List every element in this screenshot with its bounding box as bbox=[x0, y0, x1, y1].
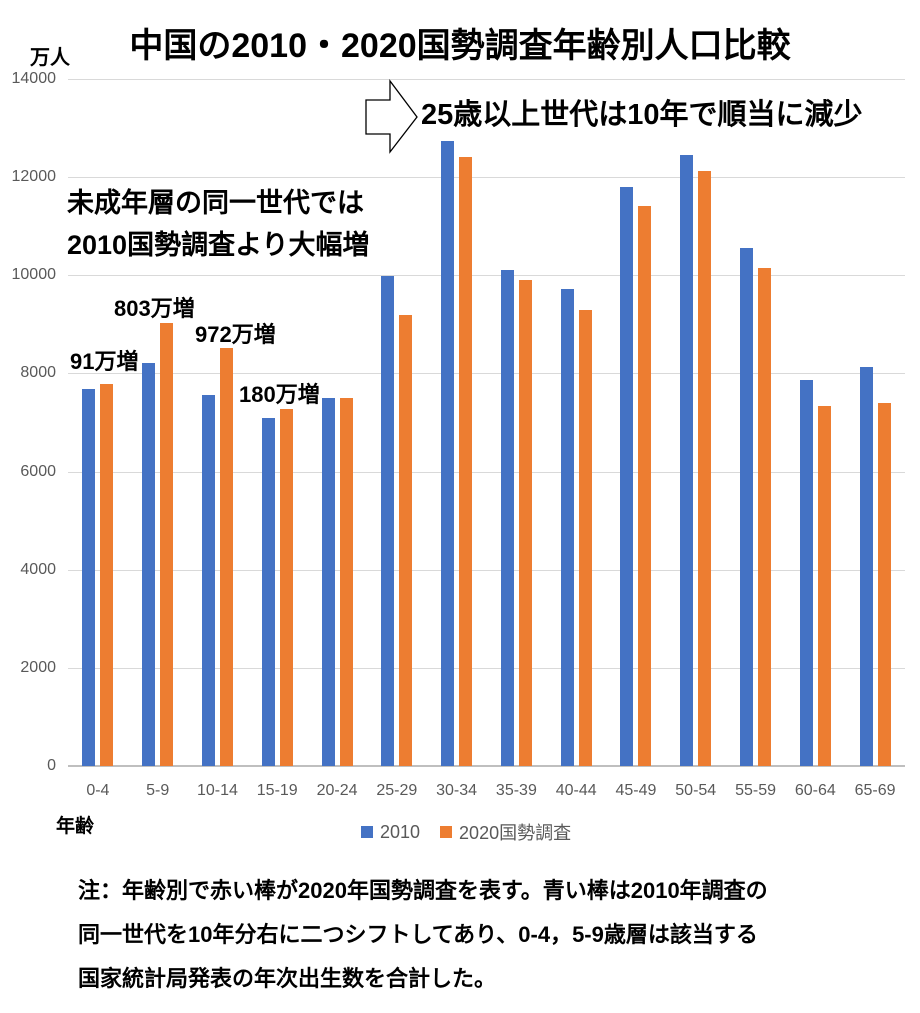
bar-2010-65-69 bbox=[859, 367, 873, 766]
gridline bbox=[68, 667, 905, 669]
bar-2020国勢調査-20-24 bbox=[339, 398, 353, 766]
bar-2010-15-19 bbox=[261, 418, 275, 766]
annotation: 91万増 bbox=[70, 349, 139, 374]
bar-2020国勢調査-35-39 bbox=[518, 280, 532, 766]
x-axis-title: 年齢 bbox=[56, 816, 95, 837]
bar-2010-40-44 bbox=[560, 289, 574, 766]
legend-item-2020: 2020国勢調査 bbox=[440, 819, 571, 845]
bar-2010-60-64 bbox=[799, 380, 813, 766]
x-tick-label: 5-9 bbox=[146, 782, 170, 799]
bar-2020国勢調査-10-14 bbox=[219, 348, 233, 766]
x-tick-label: 40-44 bbox=[555, 782, 597, 799]
gridline bbox=[68, 275, 905, 277]
y-axis-unit-label: 万人 bbox=[30, 47, 70, 69]
annotation: 180万増 bbox=[239, 382, 320, 407]
bar-2010-35-39 bbox=[500, 270, 514, 766]
x-tick-label: 20-24 bbox=[316, 782, 358, 799]
chart-title: 中国の2010・2020国勢調査年齢別人口比較 bbox=[129, 27, 791, 65]
annotation: 972万増 bbox=[195, 322, 276, 347]
bar-2010-30-34 bbox=[441, 141, 455, 766]
bar-2020国勢調査-60-64 bbox=[817, 406, 831, 766]
gridline bbox=[68, 177, 905, 179]
x-tick-label: 30-34 bbox=[436, 782, 478, 799]
y-tick-label: 8000 bbox=[20, 364, 56, 382]
legend-swatch-2010 bbox=[361, 826, 373, 838]
bar-2020国勢調査-55-59 bbox=[758, 268, 772, 766]
x-tick-label: 55-59 bbox=[735, 782, 776, 799]
legend-label-2010: 2010 bbox=[380, 821, 421, 842]
x-tick-label: 0-4 bbox=[86, 782, 110, 799]
y-tick-label: 0 bbox=[47, 757, 56, 774]
bar-2010-10-14 bbox=[201, 395, 215, 766]
footnote-line: 注：年齢別で赤い棒が2020年国勢調査を表す。青い棒は2010年調査の bbox=[78, 878, 768, 903]
annotation: 25歳以上世代は10年で順当に減少 bbox=[421, 99, 863, 131]
footnote-line: 国家統計局発表の年次出生数を合計した。 bbox=[78, 966, 497, 991]
x-tick-label: 45-49 bbox=[615, 782, 657, 799]
bar-2020国勢調査-15-19 bbox=[279, 409, 293, 766]
x-axis-line bbox=[68, 765, 905, 767]
bar-2010-50-54 bbox=[680, 155, 694, 766]
bar-2020国勢調査-45-49 bbox=[638, 206, 652, 766]
bar-2020国勢調査-0-4 bbox=[100, 384, 114, 766]
y-tick-label: 10000 bbox=[11, 266, 57, 284]
legend-item-2010: 2010 bbox=[361, 822, 420, 843]
bar-2010-20-24 bbox=[321, 398, 335, 766]
footnote-line: 同一世代を10年分右に二つシフトしてあり、0-4，5-9歳層は該当する bbox=[78, 922, 758, 947]
bar-2010-45-49 bbox=[620, 187, 634, 766]
x-tick-label: 65-69 bbox=[854, 782, 896, 799]
legend: 2010 2020国勢調査 bbox=[361, 819, 571, 845]
bar-2010-55-59 bbox=[740, 248, 754, 766]
gridline bbox=[68, 569, 905, 571]
legend-swatch-2020 bbox=[440, 826, 453, 838]
gridline bbox=[68, 373, 905, 375]
y-tick-label: 14000 bbox=[11, 70, 57, 87]
bar-2020国勢調査-40-44 bbox=[578, 310, 592, 766]
y-tick-label: 4000 bbox=[20, 560, 56, 578]
x-tick-label: 60-64 bbox=[794, 782, 836, 799]
right-arrow-icon bbox=[365, 79, 418, 154]
annotation: 2010国勢調査より大幅増 bbox=[67, 230, 370, 260]
x-tick-label: 10-14 bbox=[196, 782, 238, 799]
footnote: 注：年齢別で赤い棒が2020年国勢調査を表す。青い棒は2010年調査の 同一世代を… bbox=[78, 869, 768, 1001]
y-tick-label: 2000 bbox=[20, 658, 56, 676]
x-tick-label: 50-54 bbox=[675, 782, 717, 799]
gridline bbox=[68, 79, 905, 80]
bar-2020国勢調査-50-54 bbox=[698, 171, 712, 766]
y-tick-label: 12000 bbox=[11, 168, 57, 186]
annotation: 803万増 bbox=[114, 296, 195, 321]
x-tick-label: 25-29 bbox=[376, 782, 418, 799]
bar-2020国勢調査-30-34 bbox=[459, 157, 473, 766]
bar-2010-25-29 bbox=[381, 276, 395, 766]
x-tick-label: 35-39 bbox=[495, 782, 537, 799]
x-tick-label: 15-19 bbox=[256, 782, 298, 799]
y-tick-label: 6000 bbox=[20, 462, 56, 480]
bar-2020国勢調査-25-29 bbox=[399, 315, 413, 766]
bar-2010-5-9 bbox=[142, 363, 156, 766]
bar-2020国勢調査-65-69 bbox=[877, 403, 891, 766]
legend-label-2020: 2020国勢調査 bbox=[459, 823, 572, 843]
gridline bbox=[68, 471, 905, 473]
annotation: 未成年層の同一世代では bbox=[67, 188, 364, 218]
bar-2020国勢調査-5-9 bbox=[160, 323, 174, 766]
bar-2010-0-4 bbox=[82, 389, 96, 766]
